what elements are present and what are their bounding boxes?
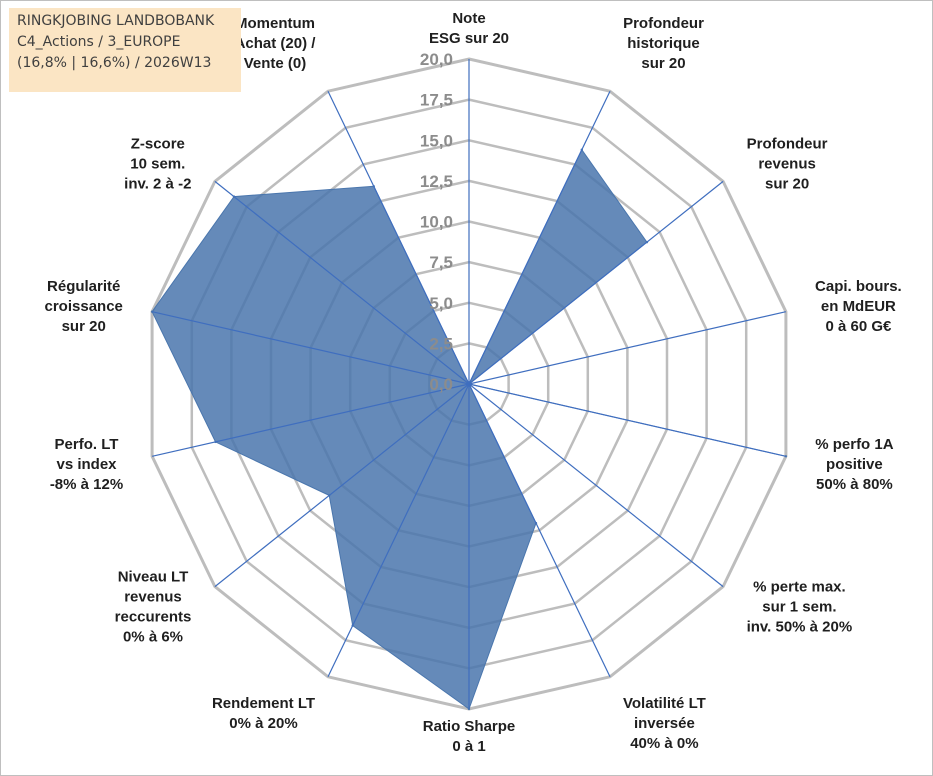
axis-label-6: Volatilité LT inversée 40% à 0% xyxy=(623,695,706,752)
axis-label-line: Niveau LT xyxy=(118,568,189,585)
axis-label-1: Profondeur historique sur 20 xyxy=(623,15,704,72)
axis-label-line: 0% à 6% xyxy=(123,628,183,645)
info-box: RINGKJOBING LANDBOBANK C4_Actions / 3_EU… xyxy=(9,8,241,92)
scale-label: 7,5 xyxy=(429,253,453,272)
axis-label-2: Profondeur revenus sur 20 xyxy=(747,136,828,193)
axis-label-line: sur 20 xyxy=(62,318,106,335)
scale-label: 2,5 xyxy=(429,334,453,353)
axis-label-line: revenus xyxy=(124,588,182,605)
axis-label-10: Perfo. LT vs index -8% à 12% xyxy=(50,436,123,493)
axis-spoke xyxy=(468,383,611,678)
scale-label: 10,0 xyxy=(420,213,453,232)
axis-spoke xyxy=(468,383,787,457)
axis-label-line: inv. 2 à -2 xyxy=(124,176,191,193)
axis-label-line: reccurents xyxy=(115,608,192,625)
axis-label-line: sur 20 xyxy=(641,55,685,72)
axis-label-line: vs index xyxy=(56,456,117,473)
axis-label-line: Profondeur xyxy=(623,15,704,32)
axis-label-line: 0% à 20% xyxy=(229,715,297,732)
axis-label-5: % perte max. sur 1 sem. inv. 50% à 20% xyxy=(747,578,853,635)
axis-spoke xyxy=(214,180,470,385)
axis-label-line: Rendement LT xyxy=(212,695,315,712)
axis-spoke xyxy=(327,90,470,385)
axis-label-7: Ratio Sharpe 0 à 1 xyxy=(423,718,516,755)
axis-label-line: inversée xyxy=(634,715,695,732)
axis-spoke xyxy=(214,383,470,588)
axis-label-9: Niveau LT revenus reccurents 0% à 6% xyxy=(115,568,192,645)
axis-spoke xyxy=(151,311,470,385)
axis-label-8: Rendement LT 0% à 20% xyxy=(212,695,315,732)
axis-label-line: % perfo 1A xyxy=(815,436,894,453)
axis-label-line: -8% à 12% xyxy=(50,476,123,493)
axis-label-line: Z-score xyxy=(131,136,185,153)
axis-spoke xyxy=(151,383,470,457)
axis-label-line: Profondeur xyxy=(747,136,828,153)
axis-label-4: % perfo 1A positive 50% à 80% xyxy=(815,436,894,493)
axis-label-line: historique xyxy=(627,35,700,52)
axis-label-line: Vente (0) xyxy=(244,55,307,72)
axis-label-13: Momentum Achat (20) / Vente (0) xyxy=(235,15,317,72)
axis-label-12: Z-score 10 sem. inv. 2 à -2 xyxy=(124,136,191,193)
axis-label-layer: Note ESG sur 20 Profondeur historique sur 20… xyxy=(45,10,902,755)
axis-label-line: 50% à 80% xyxy=(816,476,893,493)
axis-spoke xyxy=(468,180,724,385)
axis-label-line: % perte max. xyxy=(753,578,846,595)
axis-label-line: sur 1 sem. xyxy=(762,598,836,615)
axis-label-line: Volatilité LT xyxy=(623,695,706,712)
scale-label: 0,0 xyxy=(429,375,453,394)
axis-label-line: inv. 50% à 20% xyxy=(747,618,853,635)
axis-label-line: positive xyxy=(826,456,883,473)
axis-label-line: en MdEUR xyxy=(821,298,896,315)
axis-spoke xyxy=(468,383,724,588)
axis-label-line: Note xyxy=(452,10,485,27)
spoke-layer xyxy=(151,59,787,709)
category-label: C4_Actions / 3_EUROPE xyxy=(17,34,181,50)
axis-label-line: Capi. bours. xyxy=(815,278,902,295)
axis-spoke xyxy=(468,90,611,385)
axis-spoke xyxy=(468,311,787,385)
axis-label-line: Perfo. LT xyxy=(55,436,119,453)
axis-label-line: croissance xyxy=(45,298,123,315)
axis-label-line: Ratio Sharpe xyxy=(423,718,516,735)
scale-label: 20,0 xyxy=(420,50,453,69)
scale-label: 12,5 xyxy=(420,172,453,191)
axis-label-line: Achat (20) / xyxy=(235,35,317,52)
axis-label-line: 10 sem. xyxy=(130,156,185,173)
axis-label-11: Régularité croissance sur 20 xyxy=(45,278,123,335)
stats-label: (16,8% | 16,6%) / 2026W13 xyxy=(17,55,212,71)
axis-label-line: revenus xyxy=(758,156,816,173)
axis-label-line: ESG sur 20 xyxy=(429,30,509,47)
axis-label-0: Note ESG sur 20 xyxy=(429,10,509,47)
axis-label-line: Momentum xyxy=(235,15,315,32)
scale-label: 15,0 xyxy=(420,131,453,150)
axis-label-line: sur 20 xyxy=(765,176,809,193)
axis-label-line: 0 à 60 G€ xyxy=(825,318,892,335)
axis-spoke xyxy=(327,383,470,678)
axis-label-3: Capi. bours. en MdEUR 0 à 60 G€ xyxy=(815,278,902,335)
scale-label: 17,5 xyxy=(420,91,453,110)
axis-label-line: 40% à 0% xyxy=(630,735,698,752)
scale-label: 5,0 xyxy=(429,294,453,313)
company-name: RINGKJOBING LANDBOBANK xyxy=(17,13,215,29)
axis-label-line: 0 à 1 xyxy=(452,738,485,755)
axis-label-line: Régularité xyxy=(47,278,120,295)
scale-label-layer: 0,0 2,5 5,0 7,5 10,0 12,5 15,0 17,5 20,0 xyxy=(420,50,453,394)
